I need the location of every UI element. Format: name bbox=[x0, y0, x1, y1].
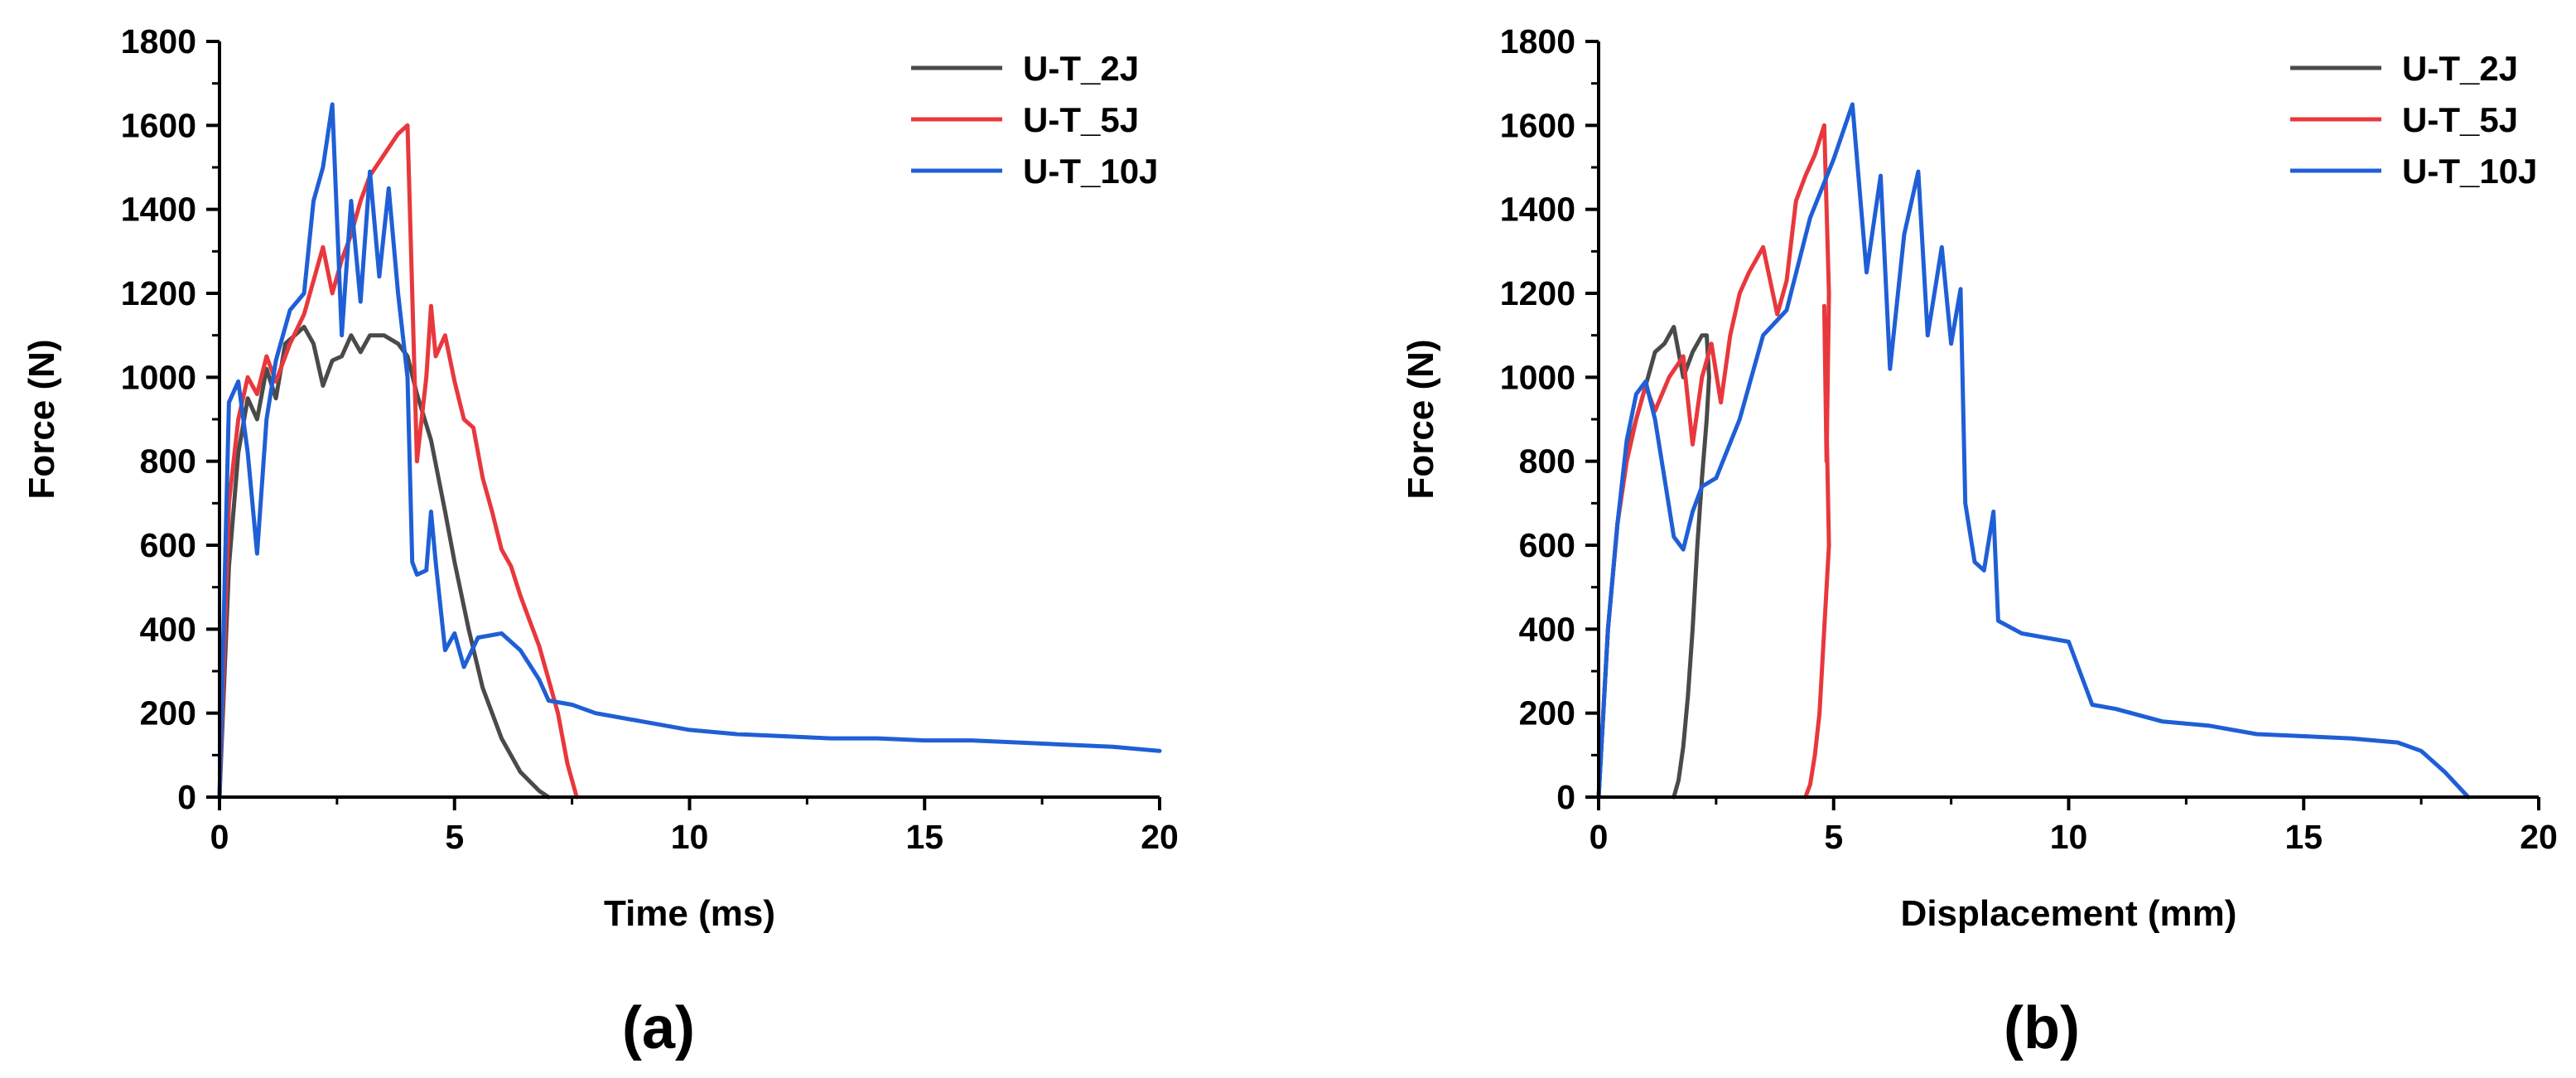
y-tick-label: 800 bbox=[140, 442, 196, 481]
series-line-U-T_10J bbox=[217, 102, 1162, 800]
series-line-U-T_2J bbox=[217, 325, 551, 800]
legend-label: U-T_5J bbox=[1023, 100, 1139, 139]
panel-label: (b) bbox=[2004, 995, 2080, 1061]
x-axis-title: Time (ms) bbox=[604, 893, 775, 934]
y-tick-label: 1600 bbox=[121, 106, 196, 144]
legend: U-T_2J U-T_5J U-T_10J bbox=[911, 49, 1158, 191]
series-line-U-T_5J bbox=[217, 123, 579, 800]
x-tick-label: 20 bbox=[1141, 818, 1179, 856]
y-tick-label: 1400 bbox=[1500, 191, 1575, 229]
legend-label: U-T_2J bbox=[2402, 49, 2518, 88]
x-tick-label: 0 bbox=[1589, 818, 1609, 856]
y-tick-label: 600 bbox=[140, 526, 196, 564]
y-tick-label: 0 bbox=[177, 778, 196, 816]
series-line-U-T_10J bbox=[1596, 102, 2471, 800]
x-tick-label: 15 bbox=[905, 818, 943, 856]
panel-label: (a) bbox=[622, 995, 695, 1061]
y-tick-label: 1600 bbox=[1500, 106, 1575, 144]
y-tick-label: 1000 bbox=[1500, 358, 1575, 396]
y-tick-label: 1800 bbox=[1500, 22, 1575, 60]
y-tick-label: 400 bbox=[140, 610, 196, 648]
chart-panel-1: 0 5 10 15 2002004006008001000120014001600180… bbox=[22, 22, 1179, 1061]
legend-label: U-T_10J bbox=[2402, 152, 2537, 191]
y-tick-label: 600 bbox=[1519, 526, 1575, 564]
legend-label: U-T_10J bbox=[1023, 152, 1158, 191]
chart-panel-2: 0 5 10 15 2002004006008001000120014001600180… bbox=[1401, 22, 2558, 1061]
x-tick-label: 5 bbox=[445, 818, 464, 856]
x-tick-label: 20 bbox=[2520, 818, 2558, 856]
x-tick-label: 5 bbox=[1824, 818, 1843, 856]
y-axis-title: Force (N) bbox=[1401, 339, 1441, 499]
x-tick-label: 0 bbox=[210, 818, 229, 856]
y-tick-label: 200 bbox=[1519, 694, 1575, 732]
y-tick-label: 1200 bbox=[121, 274, 196, 312]
legend-label: U-T_2J bbox=[1023, 49, 1139, 88]
y-tick-label: 400 bbox=[1519, 610, 1575, 648]
y-tick-label: 1400 bbox=[121, 191, 196, 229]
y-axis-title: Force (N) bbox=[22, 339, 62, 499]
x-tick-label: 15 bbox=[2284, 818, 2323, 856]
legend: U-T_2J U-T_5J U-T_10J bbox=[2290, 49, 2537, 191]
y-tick-label: 200 bbox=[140, 694, 196, 732]
series-line-U-T_5J bbox=[1596, 123, 1831, 800]
y-tick-label: 1000 bbox=[121, 358, 196, 396]
x-axis-title: Displacement (mm) bbox=[1901, 893, 2237, 934]
y-tick-label: 0 bbox=[1556, 778, 1575, 816]
y-tick-label: 1800 bbox=[121, 22, 196, 60]
y-tick-label: 1200 bbox=[1500, 274, 1575, 312]
legend-label: U-T_5J bbox=[2402, 100, 2518, 139]
x-tick-label: 10 bbox=[671, 818, 709, 856]
y-tick-label: 800 bbox=[1519, 442, 1575, 481]
x-tick-label: 10 bbox=[2050, 818, 2088, 856]
